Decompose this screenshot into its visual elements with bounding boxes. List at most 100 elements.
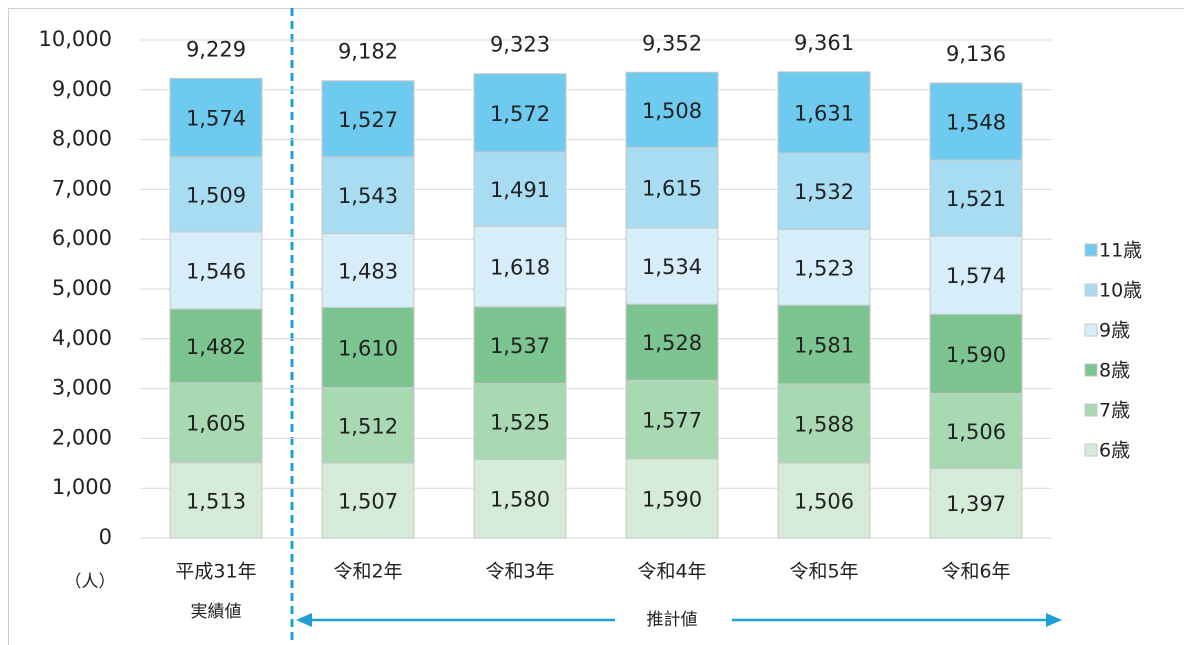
bar-segment: [929, 313, 1023, 394]
data-label: 1,512: [338, 414, 398, 438]
legend-swatch: [1084, 363, 1098, 377]
data-label: 1,523: [794, 256, 854, 280]
data-label: 1,572: [490, 102, 550, 126]
estimate-label: 推計値: [647, 610, 698, 630]
bar-segment: [473, 306, 567, 384]
bar-segment: [321, 387, 415, 464]
bar-segment: [625, 379, 719, 460]
legend-label: 10歳: [1099, 280, 1142, 302]
total-label: 9,136: [946, 42, 1006, 66]
data-label: 1,574: [946, 264, 1006, 288]
total-label: 9,182: [338, 40, 398, 64]
bar-segment: [625, 227, 719, 305]
bar-segment: [777, 71, 871, 154]
data-label: 1,577: [642, 409, 702, 433]
legend-label: 7歳: [1099, 400, 1130, 422]
data-label: 1,513: [186, 489, 246, 513]
y-tick-label: 5,000: [52, 276, 112, 300]
x-tick-label: 令和4年: [637, 561, 706, 583]
y-tick-label: 3,000: [52, 376, 112, 400]
data-label: 1,610: [338, 337, 398, 361]
bar-segment: [169, 462, 263, 539]
data-label: 1,521: [946, 187, 1006, 211]
bar-segment: [777, 383, 871, 464]
data-label: 1,548: [946, 111, 1006, 135]
y-tick-label: 6,000: [52, 226, 112, 250]
data-label: 1,508: [642, 99, 702, 123]
legend-swatch: [1084, 323, 1098, 337]
data-label: 1,509: [186, 183, 246, 207]
bar-segment: [321, 80, 415, 158]
data-label: 1,631: [794, 101, 854, 125]
data-label: 1,483: [338, 260, 398, 284]
y-tick-label: 10,000: [39, 27, 112, 51]
bar-segment: [625, 303, 719, 381]
legend-swatch: [1084, 243, 1098, 257]
data-label: 1,590: [642, 487, 702, 511]
data-label: 1,618: [490, 256, 550, 280]
bar-segment: [169, 382, 263, 464]
legend-swatch: [1084, 443, 1098, 457]
bar-segment: [777, 152, 871, 230]
arrow-head: [1046, 613, 1062, 627]
data-label: 1,525: [490, 410, 550, 434]
actual-label: 実績値: [191, 602, 242, 622]
legend-swatch: [1084, 403, 1098, 417]
data-label: 1,507: [338, 489, 398, 513]
bar-segment: [473, 73, 567, 153]
total-label: 9,229: [186, 37, 246, 61]
total-label: 9,323: [490, 33, 550, 57]
bar-segment: [929, 235, 1023, 315]
data-label: 1,546: [186, 259, 246, 283]
bar-segment: [929, 159, 1023, 237]
x-tick-label: 令和5年: [789, 561, 858, 583]
bar-segment: [777, 304, 871, 385]
bar-segment: [625, 71, 719, 148]
bar-segment: [777, 228, 871, 306]
data-label: 1,534: [642, 255, 702, 279]
frame: [8, 8, 1184, 645]
x-tick-label: 平成31年: [175, 561, 256, 583]
y-unit: （人）: [65, 572, 116, 592]
data-label: 1,581: [794, 334, 854, 358]
data-label: 1,506: [794, 490, 854, 514]
bar-segment: [929, 392, 1023, 469]
bar-segment: [777, 462, 871, 539]
bar-segment: [625, 146, 719, 229]
bar-segment: [169, 156, 263, 233]
bar-segment: [473, 225, 567, 308]
data-label: 1,527: [338, 108, 398, 132]
data-label: 1,528: [642, 331, 702, 355]
x-tick-label: 令和2年: [333, 561, 402, 583]
legend-label: 11歳: [1099, 240, 1142, 262]
bar-segment: [321, 233, 415, 308]
legend-label: 8歳: [1099, 360, 1130, 382]
data-label: 1,532: [794, 180, 854, 204]
bar-segment: [625, 458, 719, 539]
y-tick-label: 7,000: [52, 176, 112, 200]
x-tick-label: 令和3年: [485, 561, 554, 583]
y-tick-label: 0: [99, 525, 112, 549]
data-label: 1,588: [794, 412, 854, 436]
data-label: 1,590: [946, 343, 1006, 367]
data-label: 1,574: [186, 107, 246, 131]
data-label: 1,482: [186, 335, 246, 359]
data-label: 1,615: [642, 177, 702, 201]
legend-label: 6歳: [1099, 440, 1130, 462]
data-label: 1,491: [490, 178, 550, 202]
bar-segment: [169, 308, 263, 384]
bar-segment: [321, 306, 415, 389]
y-tick-label: 8,000: [52, 127, 112, 151]
bar-segment: [929, 82, 1023, 161]
data-label: 1,543: [338, 184, 398, 208]
bar-segment: [929, 467, 1023, 539]
legend-label: 9歳: [1099, 320, 1130, 342]
data-label: 1,397: [946, 492, 1006, 516]
data-label: 1,537: [490, 334, 550, 358]
y-tick-label: 1,000: [52, 475, 112, 499]
x-tick-label: 令和6年: [941, 561, 1010, 583]
y-tick-label: 9,000: [52, 77, 112, 101]
bar-segment: [321, 462, 415, 539]
data-label: 1,506: [946, 420, 1006, 444]
